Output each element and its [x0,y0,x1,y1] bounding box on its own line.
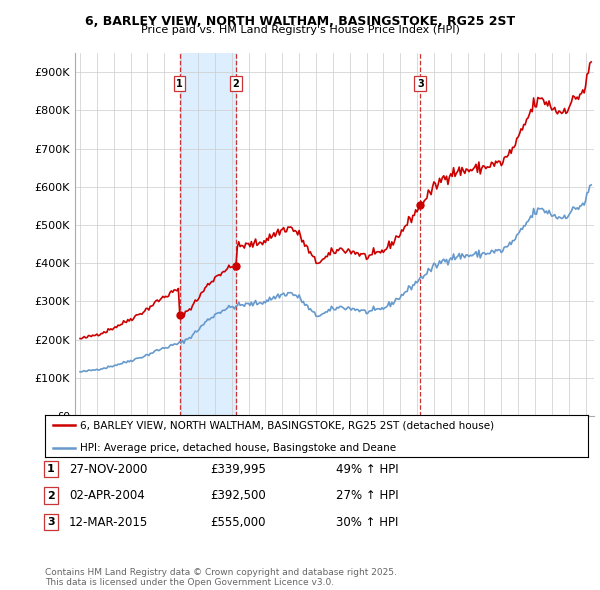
Text: 2: 2 [233,78,239,88]
Text: 3: 3 [47,517,55,527]
Text: 49% ↑ HPI: 49% ↑ HPI [336,463,398,476]
Text: 6, BARLEY VIEW, NORTH WALTHAM, BASINGSTOKE, RG25 2ST: 6, BARLEY VIEW, NORTH WALTHAM, BASINGSTO… [85,15,515,28]
Text: £555,000: £555,000 [210,516,265,529]
Text: Price paid vs. HM Land Registry's House Price Index (HPI): Price paid vs. HM Land Registry's House … [140,25,460,35]
Text: 27% ↑ HPI: 27% ↑ HPI [336,489,398,502]
Text: £339,995: £339,995 [210,463,266,476]
Text: 1: 1 [176,78,183,88]
Text: 1: 1 [47,464,55,474]
Text: 27-NOV-2000: 27-NOV-2000 [69,463,148,476]
Text: 12-MAR-2015: 12-MAR-2015 [69,516,148,529]
Text: Contains HM Land Registry data © Crown copyright and database right 2025.
This d: Contains HM Land Registry data © Crown c… [45,568,397,587]
Text: 30% ↑ HPI: 30% ↑ HPI [336,516,398,529]
Text: 6, BARLEY VIEW, NORTH WALTHAM, BASINGSTOKE, RG25 2ST (detached house): 6, BARLEY VIEW, NORTH WALTHAM, BASINGSTO… [80,421,494,430]
Text: 3: 3 [417,78,424,88]
Text: £392,500: £392,500 [210,489,266,502]
Bar [179,53,236,416]
Text: 2: 2 [47,491,55,500]
Text: 02-APR-2004: 02-APR-2004 [69,489,145,502]
Text: HPI: Average price, detached house, Basingstoke and Deane: HPI: Average price, detached house, Basi… [80,443,397,453]
